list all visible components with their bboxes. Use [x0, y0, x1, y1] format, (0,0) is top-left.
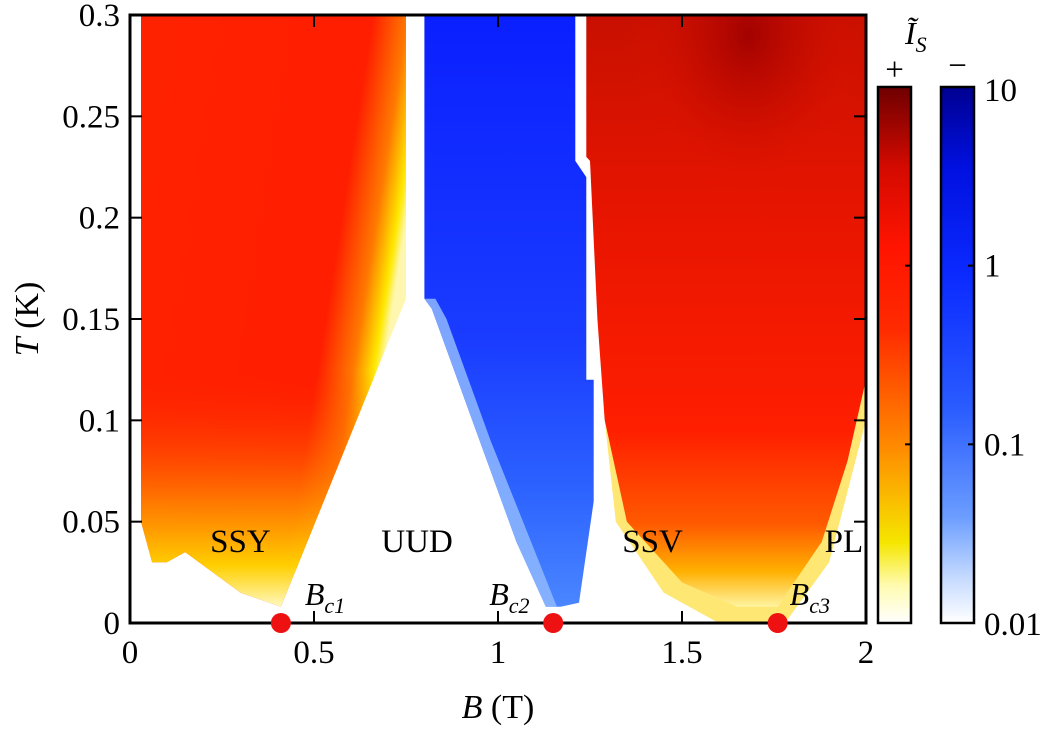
x-tick-label: 0.5	[293, 635, 334, 671]
critical-point-c2	[543, 613, 564, 633]
colorbars: + −ĨS 0.01 0.1 1 10	[876, 15, 1042, 643]
axis-ticks: 0 0.5 1 1.5 2 0 0.05 0.1 0.15 0.2 0.25 0.3	[62, 0, 874, 671]
x-axis-unit: (T)	[482, 689, 534, 726]
y-tick-label: 0	[104, 606, 121, 642]
region-uud	[424, 15, 594, 607]
critical-point-c3	[767, 613, 788, 633]
critical-point-label-c1: Bc1	[305, 576, 345, 618]
critical-point-base: B	[790, 576, 810, 612]
colorbar-negative-sign: −	[948, 48, 967, 84]
y-tick-label: 0.1	[79, 403, 120, 439]
critical-point-base: B	[305, 576, 325, 612]
critical-point-c1	[270, 613, 291, 633]
critical-point-subscript: c3	[809, 593, 830, 618]
colorbar-negative	[939, 85, 976, 625]
region-label-ssv: SSV	[622, 524, 683, 560]
colorbar-title: ĨS	[904, 15, 927, 57]
region-ssy-edge	[141, 15, 406, 607]
critical-point-label-c3: Bc3	[790, 576, 830, 618]
x-tick-label: 1.5	[661, 635, 702, 671]
critical-point-subscript: c2	[509, 593, 530, 618]
region-uud-edge	[424, 298, 557, 607]
colorbar-positive-sign: +	[885, 52, 904, 88]
region-labels: SSY UUD SSV PL	[210, 524, 863, 560]
colorbar-tick-label: 10	[984, 73, 1017, 109]
x-tick-label: 0	[122, 635, 139, 671]
colorbar-tick-label: 0.01	[984, 607, 1042, 643]
y-tick-label: 0.25	[62, 99, 120, 135]
colorbar-title-symbol: Ĩ	[904, 15, 919, 51]
colorbar-tick-label: 1	[984, 249, 1001, 285]
y-axis-symbol: T	[9, 335, 46, 356]
critical-points: Bc1 Bc2 Bc3	[270, 576, 830, 633]
critical-point-label-c2: Bc2	[489, 576, 529, 618]
x-tick-label: 1	[490, 635, 507, 671]
phase-regions	[141, 15, 866, 623]
x-axis-symbol: B	[462, 689, 483, 726]
region-label-uud: UUD	[381, 524, 453, 560]
region-label-pl: PL	[825, 524, 864, 560]
colorbar-tick-label: 0.1	[984, 427, 1025, 463]
region-ssv-peak	[628, 15, 866, 196]
region-label-ssy: SSY	[210, 524, 271, 560]
y-tick-label: 0.2	[79, 201, 120, 237]
y-tick-label: 0.15	[62, 302, 120, 338]
x-axis-label: B (T)	[462, 689, 535, 726]
y-tick-label: 0.3	[79, 0, 120, 34]
y-axis-label: T (K)	[9, 282, 46, 357]
critical-point-subscript: c1	[324, 593, 345, 618]
colorbar-positive	[876, 85, 913, 625]
colorbar-title-subscript: S	[916, 32, 927, 57]
x-tick-label: 2	[858, 635, 875, 671]
y-tick-label: 0.05	[62, 505, 120, 541]
y-axis-unit: (K)	[9, 282, 46, 338]
critical-point-base: B	[489, 576, 509, 612]
